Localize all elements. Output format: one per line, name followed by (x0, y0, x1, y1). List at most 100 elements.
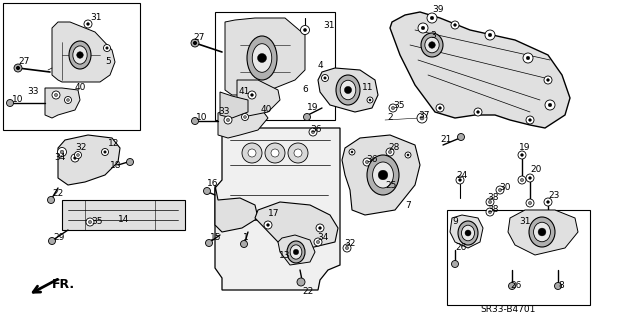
Text: 40: 40 (75, 83, 86, 92)
Circle shape (351, 151, 353, 153)
Polygon shape (508, 210, 578, 255)
Text: 7: 7 (405, 201, 411, 210)
Polygon shape (237, 80, 280, 116)
Circle shape (386, 148, 394, 156)
Text: 9: 9 (452, 218, 458, 226)
Text: 39: 39 (432, 5, 444, 14)
Circle shape (520, 154, 524, 156)
Circle shape (204, 188, 211, 195)
Circle shape (383, 187, 390, 194)
Circle shape (465, 230, 471, 236)
Circle shape (526, 174, 534, 182)
Text: 2: 2 (387, 114, 392, 122)
Text: 1: 1 (243, 233, 249, 241)
Circle shape (526, 199, 534, 207)
Circle shape (363, 158, 371, 166)
Circle shape (417, 113, 427, 123)
Circle shape (438, 107, 442, 109)
Circle shape (349, 149, 355, 155)
Circle shape (241, 241, 248, 248)
Circle shape (407, 154, 409, 156)
Circle shape (86, 23, 90, 26)
Ellipse shape (372, 162, 394, 188)
Polygon shape (218, 108, 268, 138)
Circle shape (458, 133, 465, 140)
Circle shape (456, 176, 464, 184)
Circle shape (529, 201, 532, 204)
Ellipse shape (252, 44, 272, 72)
Polygon shape (220, 92, 248, 118)
Circle shape (271, 149, 279, 157)
Circle shape (319, 226, 321, 229)
Circle shape (86, 218, 94, 226)
Text: 38: 38 (487, 194, 499, 203)
Circle shape (191, 117, 198, 124)
Circle shape (242, 143, 262, 163)
Circle shape (77, 52, 83, 58)
Circle shape (365, 160, 369, 164)
Circle shape (486, 208, 494, 216)
Ellipse shape (529, 217, 555, 247)
Circle shape (309, 128, 317, 136)
Polygon shape (318, 68, 378, 112)
Circle shape (523, 53, 533, 63)
Circle shape (54, 93, 58, 97)
Circle shape (244, 115, 246, 118)
Circle shape (430, 16, 434, 20)
Circle shape (499, 189, 502, 192)
Text: 8: 8 (558, 280, 564, 290)
Text: 24: 24 (456, 172, 467, 181)
Polygon shape (45, 88, 80, 118)
Ellipse shape (336, 75, 360, 105)
Circle shape (346, 246, 349, 249)
Text: 26: 26 (455, 242, 467, 251)
Circle shape (88, 220, 92, 224)
Circle shape (49, 238, 56, 244)
Circle shape (312, 130, 315, 134)
Circle shape (547, 78, 549, 81)
Text: 20: 20 (530, 166, 541, 174)
Circle shape (104, 44, 111, 51)
Ellipse shape (461, 225, 474, 241)
Circle shape (288, 143, 308, 163)
Circle shape (248, 149, 256, 157)
Circle shape (321, 75, 328, 81)
Circle shape (392, 107, 395, 110)
Text: 22: 22 (302, 286, 313, 295)
Circle shape (267, 224, 269, 226)
Circle shape (389, 104, 397, 112)
Text: 23: 23 (548, 190, 559, 199)
Circle shape (17, 66, 19, 70)
Text: 36: 36 (366, 154, 378, 164)
Bar (3, 3, 140, 130)
Text: 37: 37 (418, 112, 429, 121)
Polygon shape (52, 22, 115, 82)
Text: 10: 10 (196, 114, 207, 122)
Ellipse shape (287, 241, 305, 263)
Text: 19: 19 (307, 103, 319, 113)
Circle shape (193, 41, 196, 44)
Circle shape (378, 170, 388, 180)
Circle shape (454, 24, 456, 26)
Circle shape (544, 198, 552, 206)
Text: 38: 38 (487, 205, 499, 214)
Ellipse shape (367, 155, 399, 195)
Circle shape (227, 118, 230, 122)
Circle shape (104, 151, 106, 153)
Circle shape (74, 152, 81, 159)
Circle shape (544, 76, 552, 84)
Circle shape (367, 97, 373, 103)
Circle shape (14, 64, 22, 72)
Circle shape (264, 221, 272, 229)
Text: 14: 14 (118, 216, 129, 225)
Text: 21: 21 (440, 136, 451, 145)
Circle shape (65, 97, 72, 103)
Circle shape (554, 283, 561, 290)
Text: 3: 3 (430, 31, 436, 40)
Text: 6: 6 (302, 85, 308, 93)
Circle shape (436, 104, 444, 112)
Circle shape (509, 283, 515, 290)
Circle shape (518, 151, 526, 159)
Text: 41: 41 (239, 87, 250, 97)
Circle shape (301, 26, 310, 34)
